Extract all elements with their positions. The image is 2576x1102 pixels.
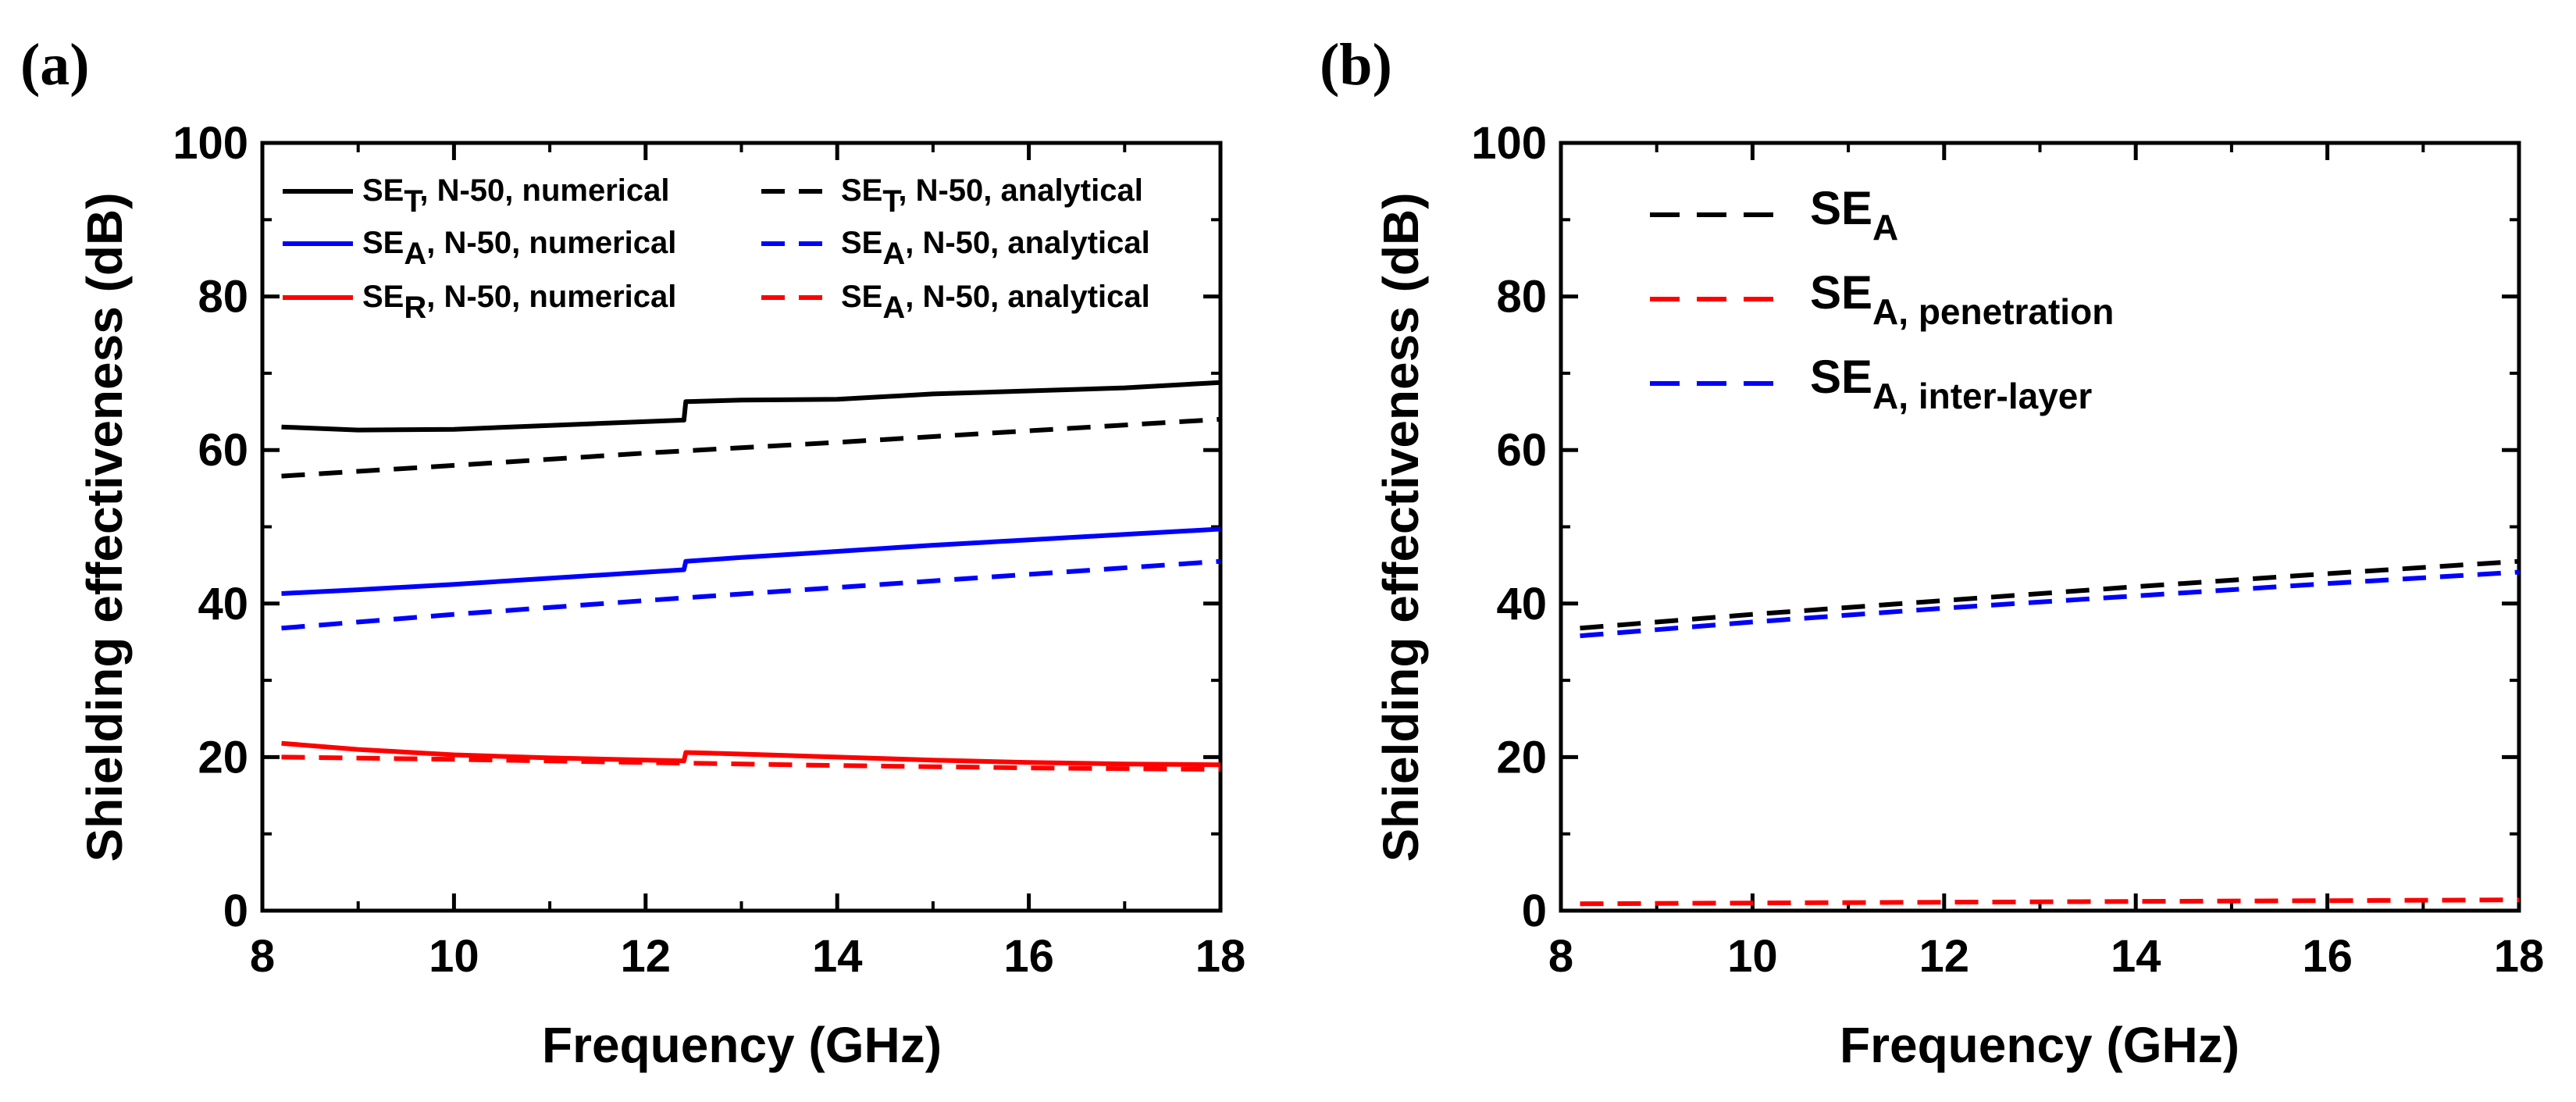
chart-panel-b: (b) 8 10 12 14 16 18 0 20 40 60 80 100 Frequency (GHz…: [1320, 32, 2544, 1073]
legend-label-5: SEA, N-50, analytical: [841, 226, 1150, 271]
legend-label-2: SEA, penetration: [1810, 266, 2114, 332]
legend-label-subscript: R: [404, 291, 426, 325]
x-tick-label: 18: [2494, 931, 2545, 982]
series-line-5: [281, 558, 1221, 631]
legend-label-6: SEA, N-50, analytical: [841, 280, 1150, 325]
x-tick-label: 16: [1003, 931, 1054, 982]
legend-label-main: SE: [841, 173, 882, 208]
legend-label-main: SE: [841, 226, 882, 260]
legend-label-1: SEA: [1810, 182, 1898, 248]
x-tick-label: 8: [250, 931, 275, 982]
legend-label-3: SEA, inter-layer: [1810, 351, 2092, 416]
y-tick-label: 60: [1496, 425, 1547, 476]
legend-label-main: SE: [362, 173, 404, 208]
chart-panel-a: (a) 8 10 12 14 16 18 0 20 40 60 80 100 Frequency (GHz…: [20, 32, 1245, 1073]
series-line-2: [281, 526, 1221, 596]
series-line-3: [281, 740, 1221, 768]
x-axis-title: Frequency (GHz): [542, 1017, 942, 1073]
y-tick-label: 80: [1496, 272, 1547, 323]
x-tick-label: 14: [812, 931, 863, 982]
y-tick-label: 60: [198, 425, 248, 476]
legend-label-subscript: A, inter-layer: [1872, 376, 2092, 416]
x-tick-label: 12: [1919, 931, 1970, 982]
y-tick-label: 100: [173, 118, 248, 169]
y-tick-label: 100: [1471, 118, 1547, 169]
legend-label-rest: , N-50, numerical: [426, 226, 676, 260]
series-line-3: [1580, 569, 2520, 639]
x-tick-label: 10: [429, 931, 479, 982]
legend-label-main: SE: [362, 226, 404, 260]
x-tick-label: 14: [2111, 931, 2161, 982]
series-line-1: [1580, 558, 2520, 631]
legend-label-2: SEA, N-50, numerical: [362, 226, 676, 271]
legend-label-rest: , N-50, analytical: [905, 226, 1149, 260]
legend-label-main: SE: [1810, 351, 1872, 403]
y-axis-title: Shielding effectiveness (dB): [77, 192, 133, 861]
y-tick-label: 0: [1522, 886, 1547, 936]
legend-label-subscript: A, penetration: [1872, 291, 2114, 332]
legend-label-main: SE: [1810, 182, 1872, 234]
legend-label-subscript: A: [404, 237, 426, 271]
legend-label-main: SE: [841, 280, 882, 314]
x-axis-title: Frequency (GHz): [1840, 1017, 2239, 1073]
legend-label-1: SET, N-50, numerical: [362, 173, 669, 219]
series-line-4: [281, 416, 1221, 479]
legend-label-rest: , N-50, numerical: [419, 173, 669, 208]
series-line-6: [281, 754, 1221, 772]
legend-label-subscript: A: [882, 237, 905, 271]
legend-label-main: SE: [362, 280, 404, 314]
y-tick-label: 40: [1496, 579, 1547, 629]
x-tick-label: 16: [2302, 931, 2353, 982]
legend-label-subscript: A: [882, 291, 905, 325]
panel-label: (a): [20, 32, 90, 98]
series-line-1: [281, 380, 1221, 433]
y-axis-title: Shielding effectiveness (dB): [1373, 192, 1429, 861]
legend-label-subscript: A: [1872, 207, 1898, 248]
y-tick-label: 80: [198, 272, 248, 323]
x-tick-label: 18: [1195, 931, 1246, 982]
legend-label-rest: , N-50, analytical: [898, 173, 1142, 208]
x-tick-label: 10: [1727, 931, 1778, 982]
series-line-2: [1580, 897, 2520, 907]
x-tick-label: 12: [621, 931, 672, 982]
x-tick-label: 8: [1548, 931, 1573, 982]
legend-label-rest: , N-50, analytical: [905, 280, 1149, 314]
legend-label-4: SET, N-50, analytical: [841, 173, 1143, 219]
y-tick-label: 40: [198, 579, 248, 629]
legend-label-rest: , N-50, numerical: [426, 280, 676, 314]
y-tick-label: 0: [223, 886, 248, 936]
plot-frame: [1559, 141, 2521, 913]
y-tick-label: 20: [198, 732, 248, 783]
legend-label-main: SE: [1810, 266, 1872, 319]
y-tick-label: 20: [1496, 732, 1547, 783]
legend-label-3: SER, N-50, numerical: [362, 280, 676, 325]
panel-label: (b): [1320, 32, 1392, 98]
